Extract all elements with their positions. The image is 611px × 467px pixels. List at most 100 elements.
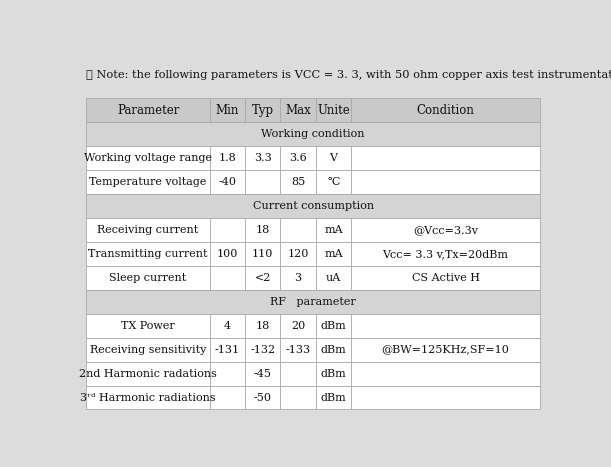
Text: <2: <2 [255, 273, 271, 283]
Text: ★ Note: the following parameters is VCC = 3. 3, with 50 ohm copper axis test ins: ★ Note: the following parameters is VCC … [86, 70, 611, 80]
Bar [316, 146, 351, 170]
Bar [86, 266, 210, 290]
Bar [280, 314, 316, 338]
Text: mA: mA [324, 225, 343, 235]
Bar [280, 170, 316, 194]
Bar [351, 146, 540, 170]
Bar [86, 170, 210, 194]
Text: Transmitting current: Transmitting current [89, 249, 208, 259]
Text: 4: 4 [224, 321, 231, 331]
Text: Sleep current: Sleep current [109, 273, 187, 283]
Text: V: V [329, 153, 337, 163]
Bar [280, 218, 316, 242]
Text: 3.3: 3.3 [254, 153, 272, 163]
Bar [351, 99, 540, 122]
Bar [316, 361, 351, 386]
Bar [86, 194, 540, 218]
Text: RF   parameter: RF parameter [270, 297, 356, 307]
Bar [210, 361, 245, 386]
Text: Parameter: Parameter [117, 104, 179, 117]
Text: -131: -131 [215, 345, 240, 354]
Bar [351, 314, 540, 338]
Bar [316, 338, 351, 361]
Bar [351, 170, 540, 194]
Bar [210, 314, 245, 338]
Bar [210, 386, 245, 410]
Bar [245, 170, 280, 194]
Bar [210, 146, 245, 170]
Text: -133: -133 [285, 345, 311, 354]
Bar [316, 386, 351, 410]
Text: 18: 18 [255, 225, 270, 235]
Text: 18: 18 [255, 321, 270, 331]
Bar [280, 386, 316, 410]
Bar [280, 99, 316, 122]
Bar [210, 170, 245, 194]
Bar [280, 242, 316, 266]
Text: Typ: Typ [252, 104, 274, 117]
Text: ℃: ℃ [327, 177, 340, 187]
Bar [86, 242, 210, 266]
Bar [245, 99, 280, 122]
Text: 3ʳᵈ Harmonic radiations: 3ʳᵈ Harmonic radiations [80, 392, 216, 403]
Text: dBm: dBm [321, 392, 346, 403]
Text: 3.6: 3.6 [289, 153, 307, 163]
Text: TX Power: TX Power [121, 321, 175, 331]
Text: uA: uA [326, 273, 341, 283]
Bar [210, 338, 245, 361]
Bar [351, 361, 540, 386]
Bar [86, 122, 540, 146]
Bar [245, 146, 280, 170]
Bar [245, 361, 280, 386]
Text: dBm: dBm [321, 345, 346, 354]
Text: Min: Min [216, 104, 239, 117]
Bar [86, 290, 540, 314]
Text: dBm: dBm [321, 321, 346, 331]
Text: 110: 110 [252, 249, 274, 259]
Bar [210, 266, 245, 290]
Bar [351, 242, 540, 266]
Bar [210, 218, 245, 242]
Text: Receiving current: Receiving current [98, 225, 199, 235]
Text: 100: 100 [217, 249, 238, 259]
Text: mA: mA [324, 249, 343, 259]
Bar [86, 386, 210, 410]
Bar [316, 314, 351, 338]
Bar [245, 338, 280, 361]
Bar [86, 146, 210, 170]
Text: Temperature voltage: Temperature voltage [89, 177, 207, 187]
Bar [351, 218, 540, 242]
Text: 85: 85 [291, 177, 306, 187]
Bar [351, 338, 540, 361]
Text: -45: -45 [254, 368, 272, 379]
Bar [86, 218, 210, 242]
Bar [351, 386, 540, 410]
Bar [280, 338, 316, 361]
Bar [316, 242, 351, 266]
Bar [316, 99, 351, 122]
Text: Receiving sensitivity: Receiving sensitivity [90, 345, 207, 354]
Bar [86, 99, 210, 122]
Bar [210, 242, 245, 266]
Bar [280, 266, 316, 290]
Text: -40: -40 [219, 177, 236, 187]
Bar [280, 146, 316, 170]
Bar [210, 99, 245, 122]
Text: CS Active H: CS Active H [412, 273, 480, 283]
Text: -50: -50 [254, 392, 272, 403]
Text: dBm: dBm [321, 368, 346, 379]
Bar [280, 361, 316, 386]
Bar [316, 170, 351, 194]
Text: Unite: Unite [317, 104, 350, 117]
Text: 120: 120 [288, 249, 309, 259]
Text: -132: -132 [251, 345, 276, 354]
Text: 20: 20 [291, 321, 306, 331]
Bar [316, 266, 351, 290]
Bar [86, 361, 210, 386]
Text: Working voltage range: Working voltage range [84, 153, 212, 163]
Text: 1.8: 1.8 [219, 153, 236, 163]
Bar [316, 218, 351, 242]
Bar [351, 266, 540, 290]
Text: Working condition: Working condition [262, 129, 365, 139]
Text: @Vcc=3.3v: @Vcc=3.3v [413, 225, 478, 235]
